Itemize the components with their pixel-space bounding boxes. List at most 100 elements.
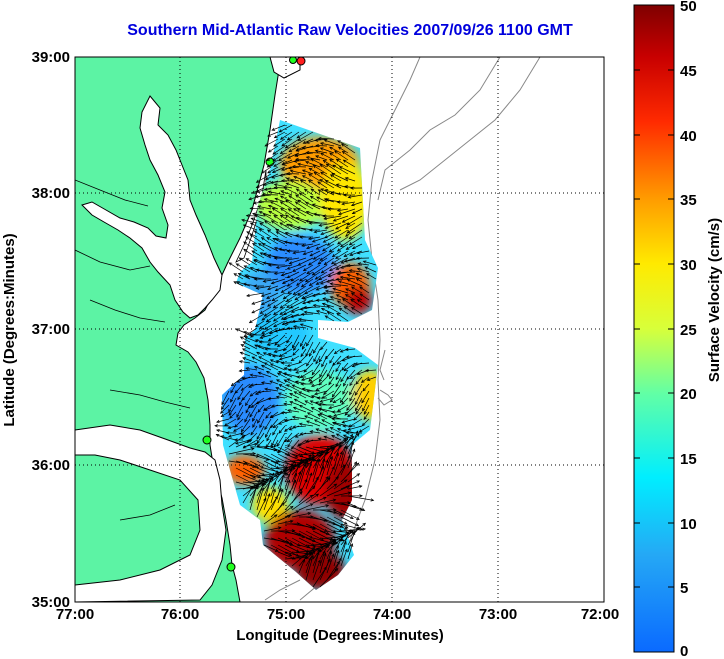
velocity-arrow xyxy=(333,436,349,455)
velocity-arrowhead xyxy=(272,424,277,429)
velocity-arrow xyxy=(270,418,279,428)
velocity-arrowhead xyxy=(359,527,364,531)
velocity-arrow xyxy=(341,397,349,405)
velocity-arrowhead xyxy=(263,326,268,330)
velocity-arrow xyxy=(241,383,251,391)
velocity-arrow xyxy=(267,299,279,307)
velocity-arrowhead xyxy=(306,300,311,304)
velocity-arrowhead xyxy=(354,392,358,396)
velocity-arrowhead xyxy=(244,418,248,423)
velocity-arrowhead xyxy=(317,403,322,407)
velocity-arrow xyxy=(326,540,337,553)
velocity-arrow xyxy=(276,432,286,447)
velocity-arrowhead xyxy=(322,214,326,218)
velocity-arrowhead xyxy=(266,342,271,346)
velocity-arrowhead xyxy=(364,368,369,373)
velocity-arrowhead xyxy=(327,477,331,481)
velocity-arrow xyxy=(291,537,310,548)
velocity-arrowhead xyxy=(308,282,313,287)
velocity-arrow xyxy=(320,142,335,147)
velocity-arrowhead xyxy=(292,460,297,464)
velocity-arrow xyxy=(323,436,335,441)
station-marker xyxy=(289,57,297,64)
velocity-arrowhead xyxy=(294,242,299,246)
velocity-arrow xyxy=(361,390,370,403)
velocity-arrowhead xyxy=(276,343,281,347)
velocity-arrow xyxy=(347,411,356,417)
velocity-arrowhead xyxy=(351,286,355,290)
velocity-arrow xyxy=(285,138,300,149)
velocity-arrowhead xyxy=(311,485,316,490)
velocity-arrow xyxy=(312,530,336,543)
velocity-arrow xyxy=(270,537,294,546)
velocity-arrowhead xyxy=(267,338,272,342)
velocity-arrowhead xyxy=(307,236,312,241)
velocity-arrowhead xyxy=(307,262,312,266)
velocity-arrowhead xyxy=(287,515,292,519)
velocity-arrow xyxy=(250,222,265,231)
velocity-arrowhead xyxy=(309,430,314,434)
velocity-arrowhead xyxy=(312,165,317,169)
velocity-arrowhead xyxy=(216,419,220,424)
velocity-arrowhead xyxy=(319,399,324,403)
velocity-arrow xyxy=(312,446,331,450)
velocity-arrowhead xyxy=(347,427,352,431)
velocity-arrowhead xyxy=(332,421,337,425)
velocity-arrow xyxy=(274,131,286,139)
velocity-arrow xyxy=(257,439,265,447)
velocity-arrowhead xyxy=(343,253,348,257)
velocity-arrowhead xyxy=(281,143,285,147)
velocity-arrow xyxy=(343,429,356,434)
velocity-arrow xyxy=(363,411,370,420)
velocity-arrowhead xyxy=(287,444,291,448)
velocity-arrow xyxy=(235,474,259,487)
velocity-arrow xyxy=(309,376,321,384)
velocity-arrowhead xyxy=(304,400,309,404)
velocity-arrowhead xyxy=(320,270,325,274)
velocity-arrow xyxy=(270,489,276,504)
velocity-arrow xyxy=(327,236,342,246)
velocity-arrow xyxy=(312,203,328,210)
velocity-arrowhead xyxy=(305,201,309,205)
velocity-arrowhead xyxy=(362,522,367,527)
velocity-arrowhead xyxy=(277,157,282,161)
velocity-arrowhead xyxy=(286,171,291,176)
velocity-arrowhead xyxy=(328,381,332,386)
velocity-arrowhead xyxy=(347,454,351,459)
velocity-arrowhead xyxy=(230,389,234,394)
velocity-arrow xyxy=(287,362,300,367)
velocity-arrow xyxy=(267,166,279,174)
velocity-arrow xyxy=(333,257,349,266)
velocity-arrow xyxy=(311,158,328,168)
velocity-arrowhead xyxy=(257,390,261,394)
velocity-arrow xyxy=(256,474,272,478)
velocity-arrow xyxy=(366,273,377,280)
velocity-arrow xyxy=(221,411,230,417)
velocity-arrowhead xyxy=(267,263,272,267)
velocity-arrowhead xyxy=(330,191,335,195)
velocity-arrow xyxy=(271,124,286,131)
velocity-arrow xyxy=(256,482,264,504)
velocity-arrowhead xyxy=(269,180,274,185)
velocity-arrowhead xyxy=(310,158,315,162)
velocity-arrowhead xyxy=(248,320,253,324)
velocity-arrowhead xyxy=(270,201,274,205)
velocity-arrowhead xyxy=(305,161,309,165)
velocity-arrowhead xyxy=(297,292,301,296)
velocity-arrowhead xyxy=(271,169,276,173)
velocity-arrow xyxy=(258,356,272,364)
velocity-arrowhead xyxy=(308,353,312,357)
velocity-arrow xyxy=(328,376,335,385)
velocity-arrowhead xyxy=(313,230,318,234)
velocity-arrowhead xyxy=(293,208,297,212)
velocity-arrow xyxy=(332,355,342,366)
velocity-arrow xyxy=(312,451,325,462)
velocity-arrowhead xyxy=(305,219,309,223)
velocity-arrowhead xyxy=(260,301,265,305)
velocity-arrow xyxy=(318,407,335,413)
velocity-arrowhead xyxy=(314,276,319,280)
velocity-arrow xyxy=(296,217,314,224)
velocity-arrowhead xyxy=(344,347,349,352)
velocity-arrowhead xyxy=(344,177,349,181)
velocity-arrowhead xyxy=(292,352,296,356)
